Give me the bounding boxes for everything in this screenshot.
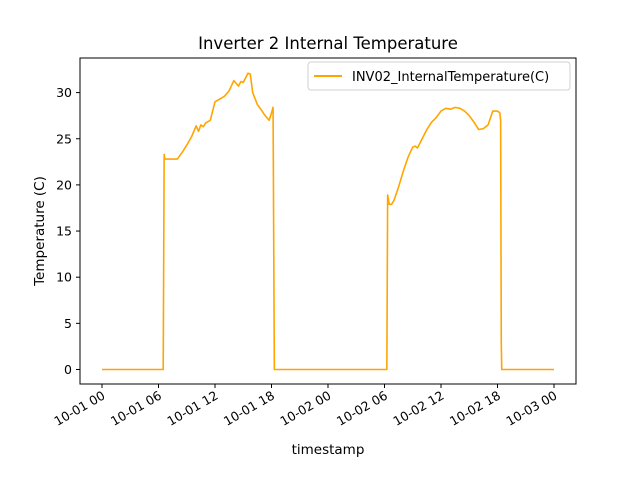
legend: INV02_InternalTemperature(C) [307,61,571,91]
y-tick-label: 15 [56,224,72,239]
legend-label: INV02_InternalTemperature(C) [352,70,549,85]
y-axis-label: Temperature (C) [32,176,48,287]
chart-title: Inverter 2 Internal Temperature [198,34,458,53]
x-axis-label: timestamp [292,442,365,458]
legend-frame [307,61,571,91]
y-tick-label: 10 [56,270,72,285]
y-tick-label: 5 [64,316,72,331]
y-tick-label: 25 [56,131,72,146]
y-tick-label: 0 [64,362,72,377]
series-line-0 [102,72,554,371]
y-tick-label: 20 [56,177,72,192]
y-tick-label: 30 [56,85,72,100]
